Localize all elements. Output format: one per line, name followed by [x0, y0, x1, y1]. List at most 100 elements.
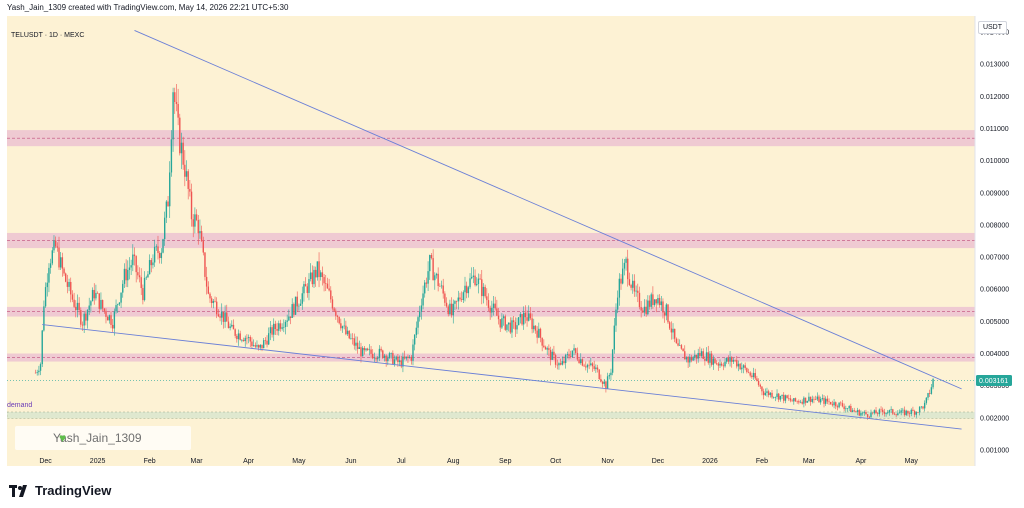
candle-body [38, 370, 40, 373]
candle-body [640, 307, 642, 311]
candle-body [135, 256, 137, 273]
y-tick-label: 0.005000 [980, 319, 1009, 326]
tradingview-brand[interactable]: TradingView [9, 483, 111, 498]
candle-body [719, 363, 721, 366]
candle-body [903, 409, 906, 415]
candle-body [98, 293, 100, 309]
candle-body [408, 356, 411, 358]
candle-body [667, 304, 669, 323]
candle-body [876, 413, 879, 415]
candle-body [106, 316, 109, 321]
candle-body [140, 277, 142, 289]
candle-body [306, 286, 308, 293]
candle-body [581, 359, 584, 366]
candle-body [757, 380, 760, 385]
candle-body [326, 283, 329, 289]
candle-body [913, 410, 916, 415]
candle-body [200, 231, 203, 241]
candle-body [875, 410, 877, 414]
candle-body [783, 394, 785, 401]
x-tick-label: Feb [144, 458, 156, 465]
candle-body [360, 347, 362, 357]
candle-body [303, 284, 305, 294]
candle-body [588, 364, 590, 366]
candle-body [162, 239, 164, 253]
chart-panel[interactable]: 0.0140000.0130000.0120000.0110000.010000… [7, 16, 1017, 474]
candle-body [533, 325, 535, 330]
currency-button[interactable]: USDT [977, 21, 1007, 34]
candle-body [888, 410, 891, 413]
candle-body [454, 301, 456, 304]
candle-body [583, 365, 585, 367]
candle-body [865, 411, 867, 415]
candle-body [838, 402, 840, 408]
candle-body [152, 262, 154, 266]
candle-body [103, 308, 106, 311]
candle-body [794, 398, 797, 402]
candle-body [853, 410, 855, 412]
candle-body [105, 310, 107, 317]
candle-body [496, 308, 498, 316]
candle-body [819, 398, 822, 403]
candle-body [237, 333, 240, 340]
x-tick-label: May [905, 458, 919, 465]
candle-body [341, 326, 344, 329]
candle-body [346, 330, 349, 335]
x-tick-label: Dec [39, 458, 52, 465]
candle-body [281, 327, 283, 329]
candle-body [182, 142, 184, 165]
x-tick-label: Oct [550, 458, 561, 465]
candle-body [113, 311, 116, 329]
candle-body [670, 328, 673, 333]
candle-body [658, 298, 661, 306]
candle-body [335, 310, 337, 316]
candle-body [882, 409, 884, 412]
candle-body [410, 356, 413, 361]
candle-body [722, 365, 725, 367]
candle-body [871, 412, 874, 414]
candle-body [459, 297, 461, 300]
candle-body [311, 272, 314, 285]
candle-body [273, 323, 275, 335]
candle-body [482, 286, 485, 297]
candle-body [905, 410, 907, 415]
candle-body [784, 395, 787, 401]
candle-body [96, 292, 99, 294]
candle-body [172, 92, 174, 140]
candle-body [761, 386, 763, 392]
candle-body [353, 338, 355, 346]
candle-body [771, 392, 773, 398]
candle-body [674, 328, 676, 339]
candle-body [568, 354, 570, 357]
price-chart[interactable]: 0.0140000.0130000.0120000.0110000.010000… [7, 16, 1017, 474]
candle-body [850, 406, 852, 412]
candle-body [145, 277, 147, 279]
y-tick-label: 0.004000 [980, 351, 1009, 358]
candle-body [39, 364, 42, 371]
candle-body [318, 261, 320, 278]
candle-body [204, 252, 206, 277]
candle-body [808, 396, 810, 401]
candle-body [288, 316, 290, 321]
candle-body [902, 409, 904, 411]
author-watermark: ♥ Yash_Jain_1309 [15, 426, 191, 450]
candle-body [393, 359, 396, 365]
candle-body [160, 252, 163, 259]
candle-body [479, 278, 481, 280]
candle-body [754, 372, 756, 379]
candle-body [91, 289, 94, 302]
candle-body [417, 317, 419, 328]
candle-body [361, 347, 364, 357]
candle-body [729, 357, 731, 362]
x-tick-label: Mar [803, 458, 816, 465]
candle-body [316, 261, 319, 278]
candle-body [85, 313, 87, 321]
candle-body [702, 351, 704, 359]
last-price-tag: 0.003161 [976, 374, 1012, 386]
candle-body [392, 353, 394, 365]
last-price-tag-text: 0.003161 [979, 378, 1008, 385]
candle-body [741, 367, 743, 370]
candle-body [890, 409, 892, 411]
candle-body [848, 406, 850, 409]
candle-body [378, 348, 381, 358]
